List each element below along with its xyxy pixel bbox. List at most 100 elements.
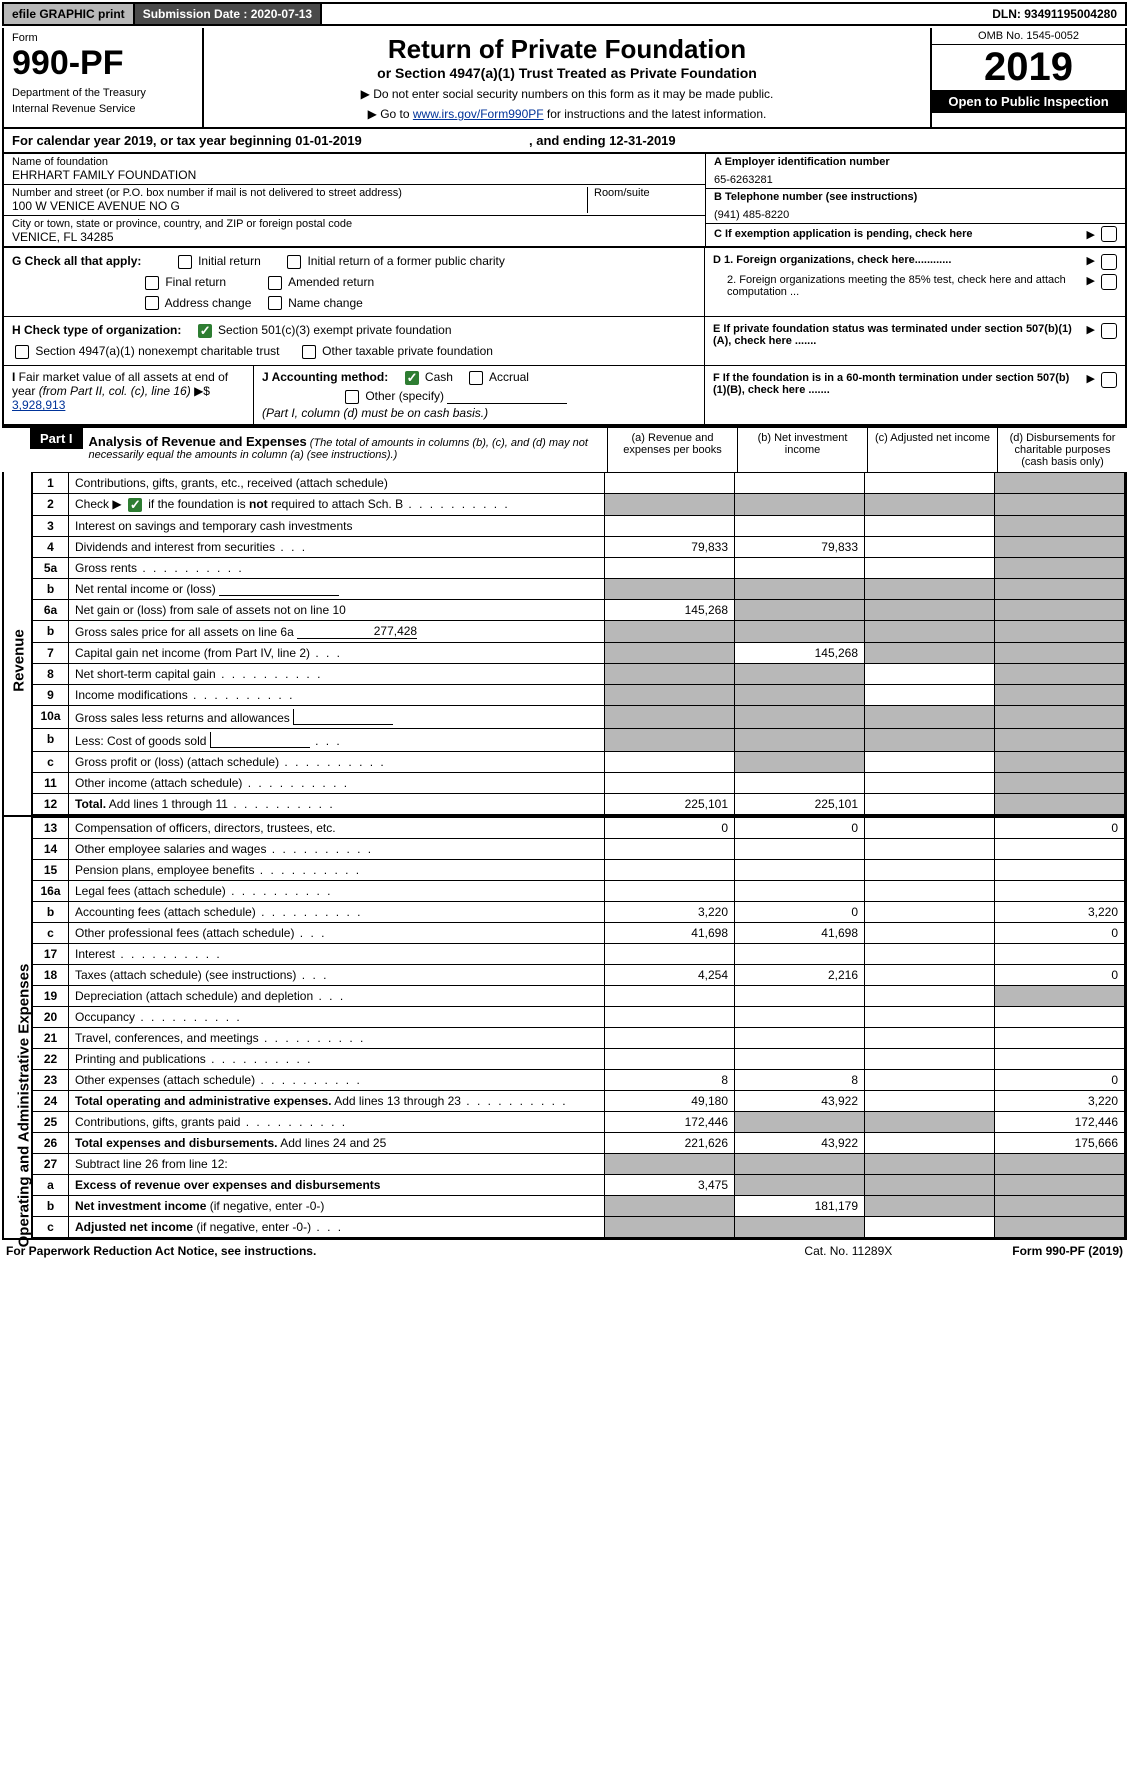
- expenses-side-label: Operating and Administrative Expenses: [4, 817, 32, 1238]
- terminated-cb[interactable]: [1101, 323, 1117, 339]
- table-row: 18Taxes (attach schedule) (see instructi…: [33, 964, 1125, 985]
- amended-return-cb[interactable]: [268, 276, 282, 290]
- form-number: 990-PF: [12, 44, 194, 83]
- revenue-side-label: Revenue: [4, 472, 32, 815]
- foreign-85-cb[interactable]: [1101, 274, 1117, 290]
- paperwork-notice: For Paperwork Reduction Act Notice, see …: [6, 1244, 316, 1258]
- col-d-header: (d) Disbursements for charitable purpose…: [997, 428, 1127, 472]
- form-subtitle: or Section 4947(a)(1) Trust Treated as P…: [210, 65, 924, 81]
- table-row: 4Dividends and interest from securities7…: [33, 536, 1125, 557]
- form-id-block: Form 990-PF Department of the Treasury I…: [4, 28, 204, 127]
- submission-date: Submission Date : 2020-07-13: [135, 4, 322, 24]
- section-g: G Check all that apply: Initial return I…: [4, 248, 705, 316]
- arrow-icon: ▶: [1087, 228, 1095, 241]
- form-ref: Form 990-PF (2019): [1012, 1244, 1123, 1258]
- name-change-cb[interactable]: [268, 296, 282, 310]
- cash-cb[interactable]: [405, 371, 419, 385]
- dln: DLN: 93491195004280: [984, 4, 1125, 24]
- table-row: aExcess of revenue over expenses and dis…: [33, 1174, 1125, 1195]
- table-row: bLess: Cost of goods sold: [33, 728, 1125, 751]
- col-c-header: (c) Adjusted net income: [867, 428, 997, 472]
- address-change-cb[interactable]: [145, 296, 159, 310]
- table-row: 19Depreciation (attach schedule) and dep…: [33, 985, 1125, 1006]
- table-row: 13Compensation of officers, directors, t…: [33, 817, 1125, 838]
- 501c3-cb[interactable]: [198, 324, 212, 338]
- calendar-year-row: For calendar year 2019, or tax year begi…: [2, 129, 1127, 154]
- section-i: I Fair market value of all assets at end…: [4, 366, 254, 424]
- dept-treasury: Department of the Treasury: [12, 87, 194, 99]
- ein-row: A Employer identification number 65-6263…: [706, 154, 1125, 189]
- ein-value: 65-6263281: [714, 168, 1117, 186]
- table-row: 2Check ▶ if the foundation is not requir…: [33, 493, 1125, 515]
- fmv-value[interactable]: 3,928,913: [12, 398, 65, 412]
- form-label: Form: [12, 32, 194, 44]
- section-g-d: G Check all that apply: Initial return I…: [2, 248, 1127, 317]
- table-row: bNet rental income or (loss): [33, 578, 1125, 599]
- table-row: 27Subtract line 26 from line 12:: [33, 1153, 1125, 1174]
- table-row: 9Income modifications: [33, 684, 1125, 705]
- page-footer: For Paperwork Reduction Act Notice, see …: [2, 1242, 1127, 1260]
- foundation-name: EHRHART FAMILY FOUNDATION: [12, 168, 697, 182]
- form-title: Return of Private Foundation: [210, 34, 924, 65]
- initial-return-cb[interactable]: [178, 255, 192, 269]
- table-row: 16aLegal fees (attach schedule): [33, 880, 1125, 901]
- street-address: 100 W VENICE AVENUE NO G: [12, 199, 587, 213]
- cat-no: Cat. No. 11289X: [804, 1244, 892, 1258]
- table-row: 10aGross sales less returns and allowanc…: [33, 705, 1125, 728]
- table-row: 20Occupancy: [33, 1006, 1125, 1027]
- expenses-table: Operating and Administrative Expenses 13…: [2, 817, 1127, 1240]
- section-h-e: H Check type of organization: Section 50…: [2, 317, 1127, 366]
- accrual-cb[interactable]: [469, 371, 483, 385]
- efile-label: efile GRAPHIC print: [4, 4, 135, 24]
- 60month-cb[interactable]: [1101, 372, 1117, 388]
- table-row: bGross sales price for all assets on lin…: [33, 620, 1125, 642]
- section-e: E If private foundation status was termi…: [705, 317, 1125, 365]
- irs-label: Internal Revenue Service: [12, 103, 194, 115]
- omb-number: OMB No. 1545-0052: [932, 28, 1125, 45]
- city-row: City or town, state or province, country…: [4, 216, 705, 246]
- tax-year: 2019: [932, 45, 1125, 90]
- part1-badge: Part I: [30, 428, 83, 449]
- revenue-rows: 1Contributions, gifts, grants, etc., rec…: [32, 472, 1125, 815]
- part1-header-row: Part I Analysis of Revenue and Expenses …: [2, 426, 1127, 472]
- table-row: bNet investment income (if negative, ent…: [33, 1195, 1125, 1216]
- entity-info: Name of foundation EHRHART FAMILY FOUNDA…: [2, 154, 1127, 248]
- section-f: F If the foundation is in a 60-month ter…: [705, 366, 1125, 424]
- address-row: Number and street (or P.O. box number if…: [4, 185, 705, 216]
- table-row: 8Net short-term capital gain: [33, 663, 1125, 684]
- table-row: 17Interest: [33, 943, 1125, 964]
- foreign-org-cb[interactable]: [1101, 254, 1117, 270]
- col-b-header: (b) Net investment income: [737, 428, 867, 472]
- section-h: H Check type of organization: Section 50…: [4, 317, 705, 365]
- header-bar: efile GRAPHIC print Submission Date : 20…: [2, 2, 1127, 26]
- revenue-table: Revenue 1Contributions, gifts, grants, e…: [2, 472, 1127, 817]
- form-title-block: Return of Private Foundation or Section …: [204, 28, 930, 127]
- table-row: cGross profit or (loss) (attach schedule…: [33, 751, 1125, 772]
- instr-1: ▶ Do not enter social security numbers o…: [210, 87, 924, 101]
- phone-value: (941) 485-8220: [714, 203, 1117, 221]
- table-row: 24Total operating and administrative exp…: [33, 1090, 1125, 1111]
- table-row: 1Contributions, gifts, grants, etc., rec…: [33, 472, 1125, 493]
- table-row: 14Other employee salaries and wages: [33, 838, 1125, 859]
- col-a-header: (a) Revenue and expenses per books: [607, 428, 737, 472]
- sch-b-cb[interactable]: [128, 498, 142, 512]
- form-year-block: OMB No. 1545-0052 2019 Open to Public In…: [930, 28, 1125, 127]
- exemption-pending-row: C If exemption application is pending, c…: [706, 224, 1125, 244]
- form-header: Form 990-PF Department of the Treasury I…: [2, 28, 1127, 129]
- city-state-zip: VENICE, FL 34285: [12, 230, 697, 244]
- expenses-rows: 13Compensation of officers, directors, t…: [32, 817, 1125, 1238]
- part1-title: Analysis of Revenue and Expenses: [89, 434, 307, 449]
- table-row: 11Other income (attach schedule): [33, 772, 1125, 793]
- irs-link[interactable]: www.irs.gov/Form990PF: [413, 107, 544, 121]
- other-taxable-cb[interactable]: [302, 345, 316, 359]
- table-row: 21Travel, conferences, and meetings: [33, 1027, 1125, 1048]
- room-suite-label: Room/suite: [594, 187, 697, 199]
- exemption-checkbox[interactable]: [1101, 226, 1117, 242]
- initial-former-cb[interactable]: [287, 255, 301, 269]
- table-row: cOther professional fees (attach schedul…: [33, 922, 1125, 943]
- phone-row: B Telephone number (see instructions) (9…: [706, 189, 1125, 224]
- table-row: 3Interest on savings and temporary cash …: [33, 515, 1125, 536]
- final-return-cb[interactable]: [145, 276, 159, 290]
- other-method-cb[interactable]: [345, 390, 359, 404]
- 4947a1-cb[interactable]: [15, 345, 29, 359]
